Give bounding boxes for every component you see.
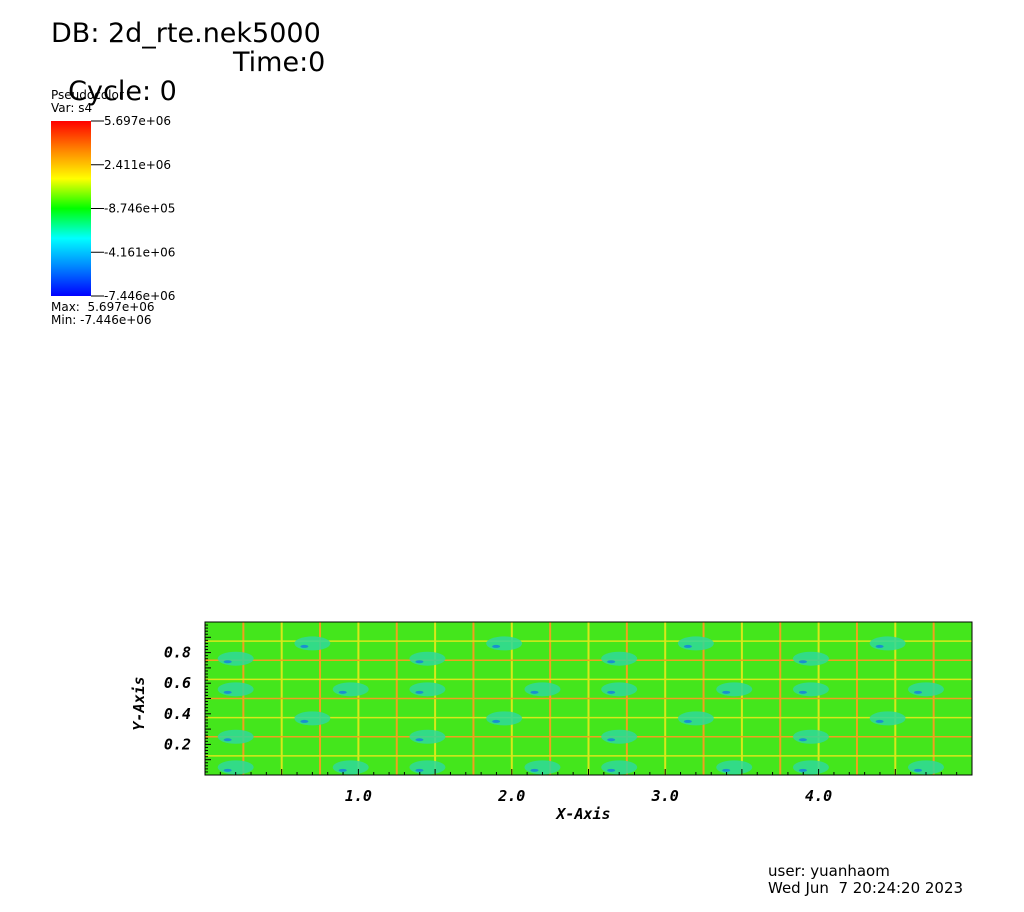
flow-blob-core: [300, 644, 309, 648]
x-axis-title: X-Axis: [554, 805, 610, 823]
flow-blob-core: [338, 690, 347, 694]
legend-tick-label: 2.411e+06: [104, 158, 171, 172]
flow-blob: [294, 711, 331, 726]
flow-blob: [486, 636, 523, 651]
flow-blob: [486, 711, 523, 726]
flow-blob: [217, 651, 254, 666]
cycle-time-row: Cycle: 0 Time:0: [51, 48, 325, 135]
x-tick-label: 2.0: [497, 787, 525, 805]
user-label: user: yuanhaom: [768, 862, 890, 880]
flow-blob: [217, 729, 254, 744]
flow-blob-core: [798, 690, 807, 694]
y-tick-label: 0.2: [164, 735, 191, 753]
y-tick-label: 0.8: [164, 644, 191, 662]
flow-blob: [409, 729, 446, 744]
y-tick-label: 0.6: [164, 674, 191, 692]
flow-blob: [869, 636, 906, 651]
flow-blob-core: [607, 768, 616, 772]
flow-blob: [409, 682, 446, 697]
flow-blob: [332, 760, 369, 775]
flow-blob: [792, 729, 829, 744]
flow-blob: [601, 682, 638, 697]
flow-blob: [792, 760, 829, 775]
flow-blob: [716, 682, 753, 697]
flow-blob: [217, 682, 254, 697]
x-tick-label: 4.0: [805, 787, 832, 805]
flow-blob-core: [223, 768, 232, 772]
flow-blob-core: [415, 660, 424, 664]
flow-blob-core: [798, 768, 807, 772]
flow-blob-core: [607, 690, 616, 694]
flow-blob-core: [530, 768, 539, 772]
legend-tick-label: 5.697e+06: [104, 114, 171, 128]
legend-tick-label: -8.746e+05: [104, 202, 175, 216]
flow-blob-core: [913, 768, 922, 772]
x-tick-label: 1.0: [345, 787, 372, 805]
flow-blob-core: [492, 644, 501, 648]
flow-blob-core: [415, 690, 424, 694]
flow-blob-core: [875, 644, 884, 648]
legend-tick-label: -4.161e+06: [104, 245, 175, 259]
flow-blob-core: [607, 738, 616, 742]
legend-variable: Var: s4: [51, 101, 93, 115]
flow-blob: [907, 682, 944, 697]
flow-blob-core: [415, 738, 424, 742]
flow-blob-core: [683, 719, 692, 723]
flow-blob: [294, 636, 331, 651]
flow-blob-core: [722, 690, 731, 694]
flow-blob-core: [913, 690, 922, 694]
flow-blob: [409, 760, 446, 775]
color-legend: 5.697e+06 2.411e+06 -8.746e+05 -4.161e+06 -7…: [51, 114, 175, 303]
flow-blob-core: [300, 719, 309, 723]
flow-blob: [524, 682, 561, 697]
legend-max: Max: 5.697e+06: [51, 300, 155, 314]
flow-blob-core: [223, 738, 232, 742]
flow-blob-core: [683, 644, 692, 648]
flow-blob: [601, 729, 638, 744]
time-label: Time:0: [233, 47, 326, 78]
flow-blob: [792, 682, 829, 697]
y-axis-title: Y-Axis: [130, 676, 148, 730]
flow-blob-core: [415, 768, 424, 772]
x-tick-label: 3.0: [651, 787, 679, 805]
flow-blob-core: [223, 660, 232, 664]
date-label: Wed Jun 7 20:24:20 2023: [768, 879, 964, 897]
flow-blob: [869, 711, 906, 726]
flow-blob-core: [338, 768, 347, 772]
flow-blob-core: [223, 690, 232, 694]
legend-colorbar: [51, 121, 91, 296]
flow-blob: [601, 651, 638, 666]
flow-blob: [332, 682, 369, 697]
flow-blob: [792, 651, 829, 666]
legend-tick-label: -7.446e+06: [104, 289, 175, 303]
flow-blob: [677, 711, 714, 726]
flow-blob: [677, 636, 714, 651]
legend-min: Min: -7.446e+06: [51, 313, 152, 327]
flow-blob-core: [798, 738, 807, 742]
flow-blob-core: [530, 690, 539, 694]
database-title: DB: 2d_rte.nek5000: [51, 18, 321, 49]
flow-blob-core: [607, 660, 616, 664]
legend-plot-type: Pseudocolor: [51, 88, 124, 102]
flow-blob-core: [875, 719, 884, 723]
cycle-label: Cycle: 0: [68, 76, 177, 107]
flow-blob-core: [798, 660, 807, 664]
y-tick-label: 0.4: [164, 705, 191, 723]
flow-blob-core: [722, 768, 731, 772]
flow-blob: [409, 651, 446, 666]
flow-blob: [716, 760, 753, 775]
flow-blob-core: [492, 719, 501, 723]
